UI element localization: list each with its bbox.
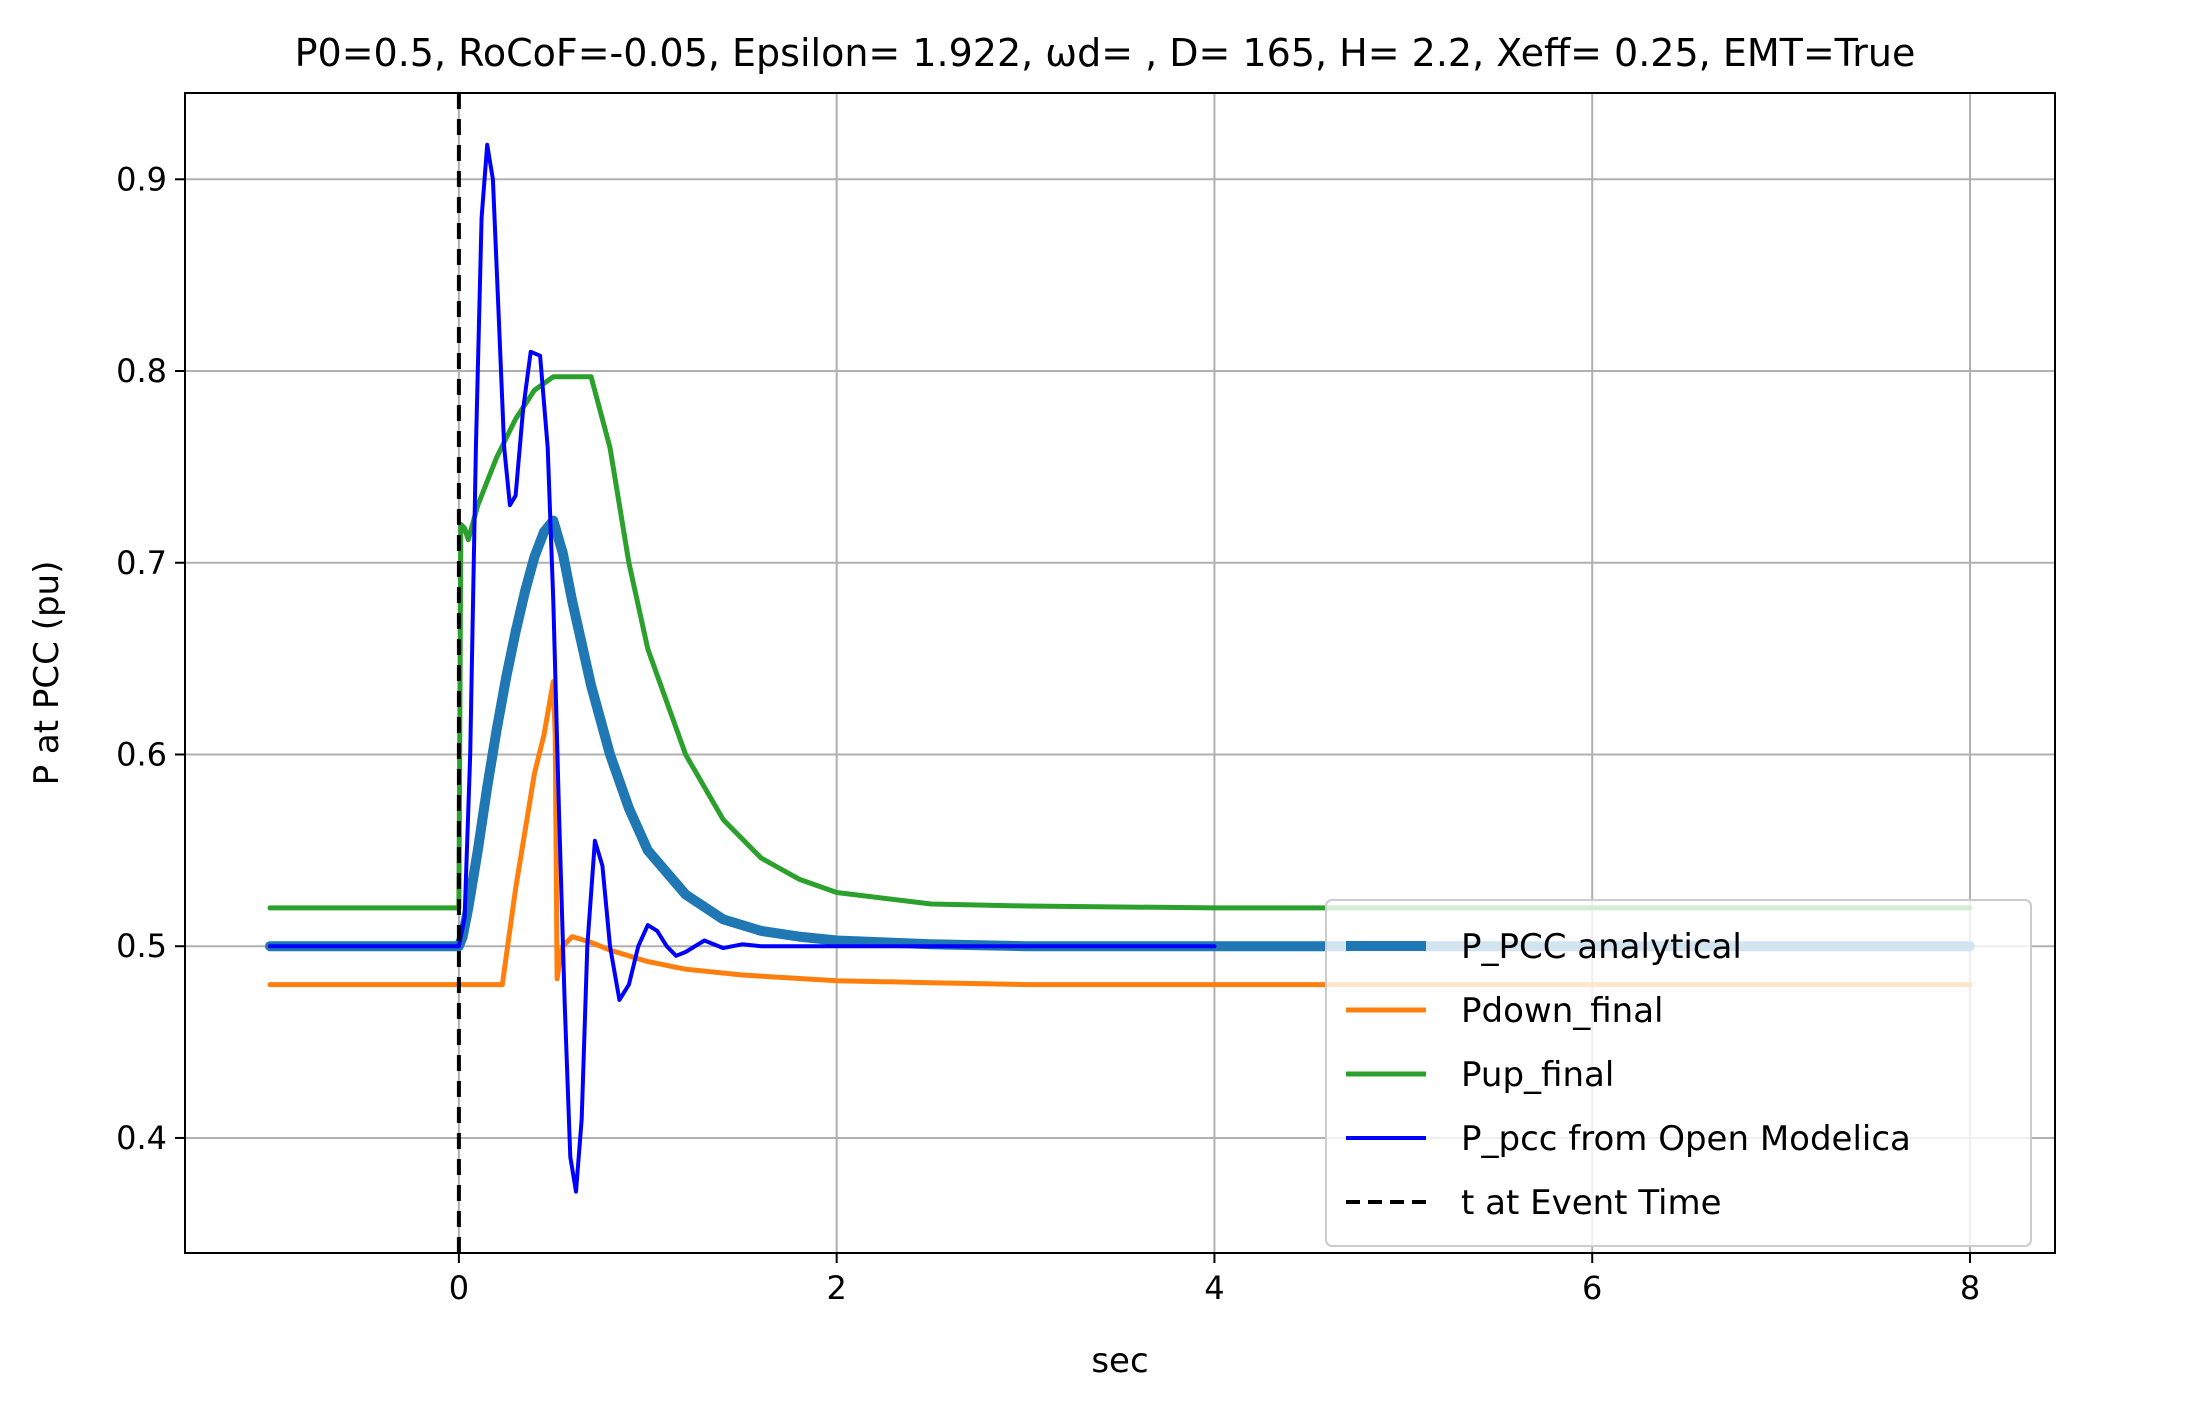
ticks: 0 2 4 6 8 0.4 0.5 0.6 0.7 0.8 0.9 — [116, 160, 1980, 1307]
y-tick-label: 0.6 — [116, 735, 167, 773]
y-tick-label: 0.8 — [116, 352, 167, 390]
legend-label: P_pcc from Open Modelica — [1461, 1119, 1911, 1159]
legend-label: t at Event Time — [1461, 1183, 1722, 1223]
x-tick-label: 0 — [449, 1269, 469, 1307]
y-axis-label: P at PCC (pu) — [27, 561, 67, 786]
legend-box — [1325, 899, 2032, 1247]
y-tick-label: 0.9 — [116, 160, 167, 198]
chart-title: P0=0.5, RoCoF=-0.05, Epsilon= 1.922, ωd=… — [295, 31, 1916, 75]
x-axis-label: sec — [1091, 1341, 1148, 1381]
x-tick-label: 8 — [1960, 1269, 1980, 1307]
series-line-1 — [267, 679, 1973, 988]
x-tick-label: 2 — [826, 1269, 846, 1307]
series-group — [265, 93, 1975, 1253]
y-tick-label: 0.7 — [116, 544, 167, 582]
legend-label: Pdown_final — [1461, 991, 1664, 1031]
plot-frame — [184, 92, 2056, 1254]
x-tick-label: 6 — [1582, 1269, 1602, 1307]
series-line-3 — [268, 142, 1217, 1194]
x-tick-label: 4 — [1204, 1269, 1224, 1307]
y-tick-label: 0.5 — [116, 927, 167, 965]
legend-label: Pup_final — [1461, 1055, 1614, 1095]
legend: P_PCC analytical Pdown_final Pup_final P_pc… — [1325, 899, 2032, 1247]
series-line-2 — [267, 374, 1973, 911]
y-tick-label: 0.4 — [116, 1119, 167, 1157]
legend-label: P_PCC analytical — [1461, 927, 1742, 967]
